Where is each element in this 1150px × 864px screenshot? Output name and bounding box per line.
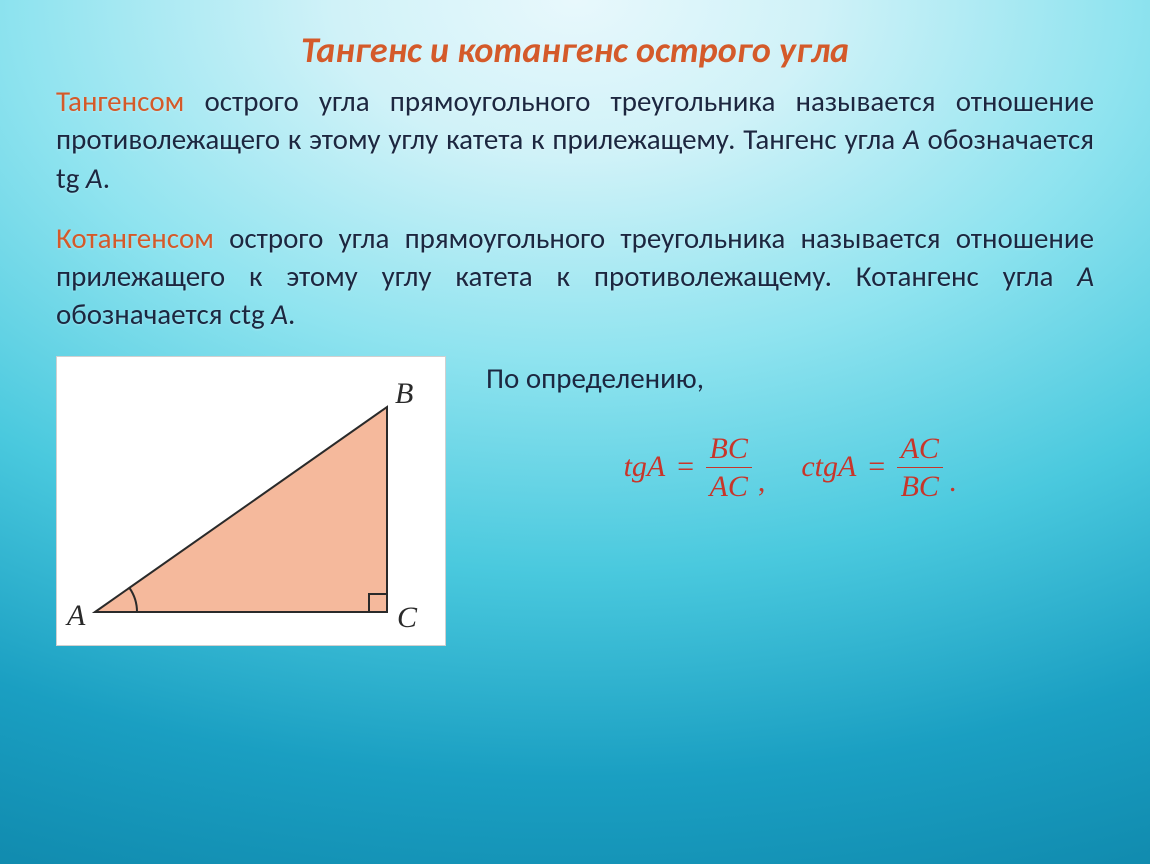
triangle-figure: A B C [56, 356, 446, 646]
var-a: A [86, 160, 103, 196]
fraction-bar [706, 467, 752, 468]
fraction-denominator: BC [897, 470, 943, 503]
formula-ctg: ctgA = AC BC . [801, 432, 956, 503]
punct-period: . [949, 465, 957, 503]
by-definition-text: По определению, [486, 360, 1094, 396]
fraction-numerator: AC [897, 432, 943, 465]
fraction-ctg: AC BC [897, 432, 943, 503]
triangle-shape [95, 407, 387, 612]
vertex-label-a: A [65, 599, 86, 632]
fraction-denominator: AC [706, 470, 752, 503]
equals-sign: = [671, 450, 699, 484]
slide-title: Тангенс и котангенс острого угла [56, 28, 1094, 72]
text-run: обозначается ctg [56, 296, 271, 332]
paragraph-cotangent: Котангенсом острого угла прямоугольного … [56, 219, 1094, 334]
var-a: A [271, 296, 288, 332]
formula-ctg-name: ctgA [801, 450, 856, 484]
formula-tg: tgA = BC AC , [624, 432, 766, 503]
var-a: A [903, 121, 920, 157]
triangle-svg: A B C [57, 357, 447, 647]
term-tangent: Тангенсом [56, 83, 184, 119]
term-cotangent: Котангенсом [56, 220, 214, 256]
text-run: . [288, 296, 295, 332]
fraction-bar [897, 467, 943, 468]
fraction-numerator: BC [706, 432, 752, 465]
bottom-row: A B C По определению, tgA = BC AC , [56, 356, 1094, 646]
vertex-label-b: B [395, 377, 413, 410]
vertex-label-c: C [397, 601, 418, 634]
punct-comma: , [758, 465, 766, 503]
var-a: A [1077, 258, 1094, 294]
equals-sign: = [862, 450, 890, 484]
paragraph-tangent: Тангенсом острого угла прямоугольного тр… [56, 82, 1094, 197]
slide: Тангенс и котангенс острого угла Тангенс… [0, 0, 1150, 864]
fraction-tg: BC AC [706, 432, 752, 503]
formula-line: tgA = BC AC , ctgA = AC BC [486, 432, 1094, 503]
formula-column: По определению, tgA = BC AC , ctgA = [486, 356, 1094, 503]
formula-tg-name: tgA [624, 450, 666, 484]
text-run: . [103, 160, 110, 196]
